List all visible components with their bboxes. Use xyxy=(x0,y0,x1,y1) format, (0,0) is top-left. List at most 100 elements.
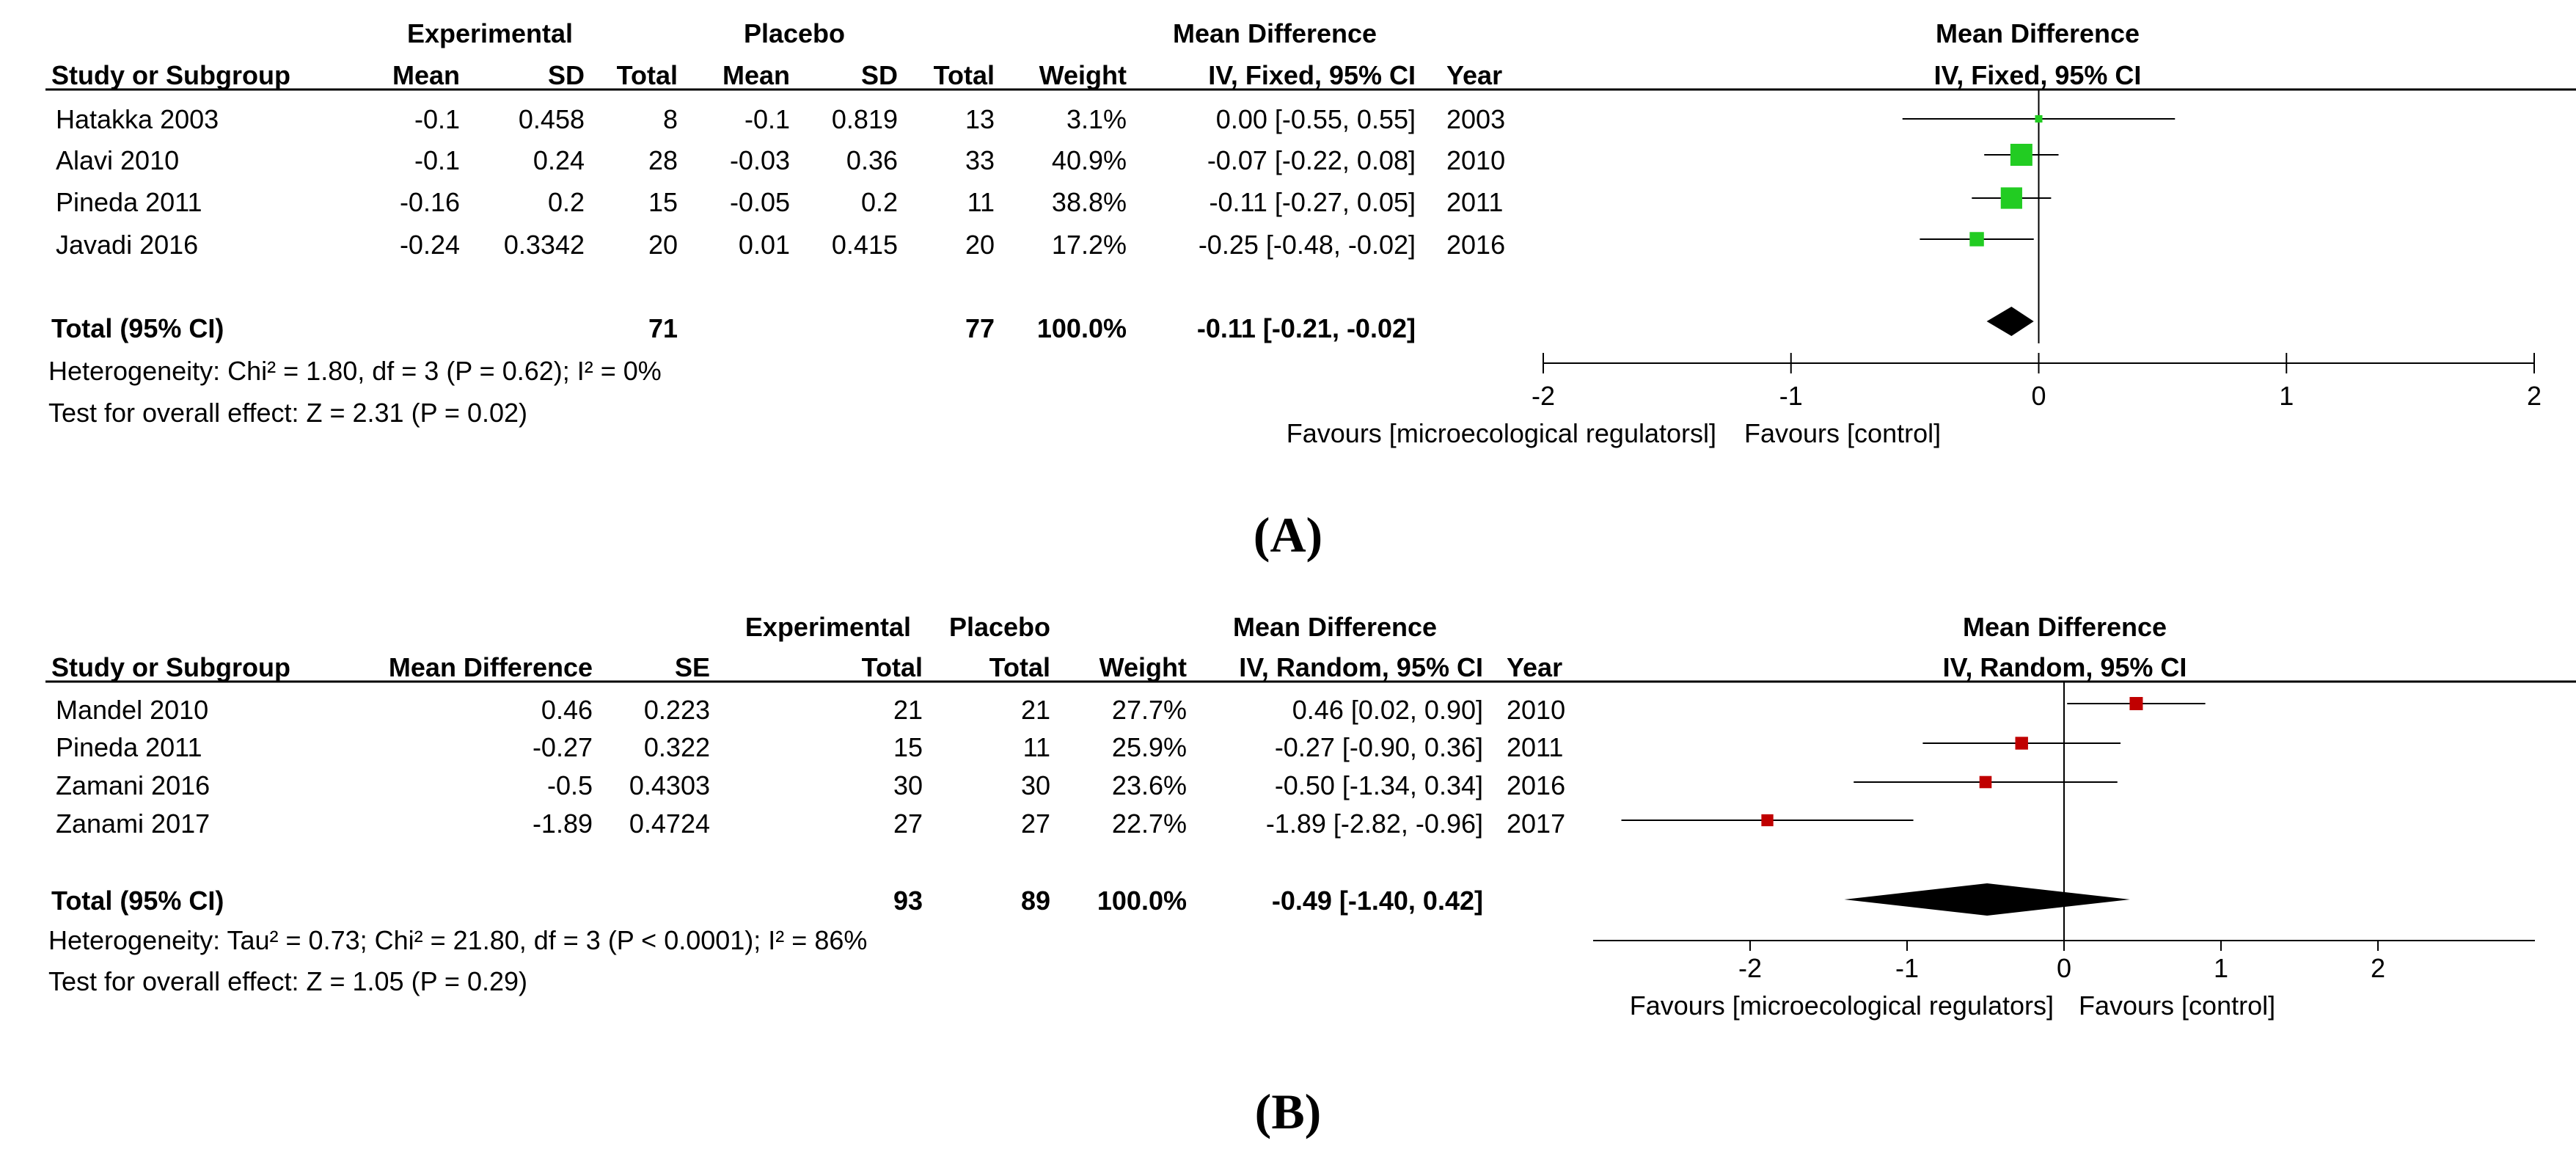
study-marker xyxy=(1902,115,2176,123)
weight: 27.7% xyxy=(1112,695,1187,725)
pla-mean: -0.03 xyxy=(730,145,790,175)
exp-total: 8 xyxy=(663,104,678,134)
plot-title: Mean Difference xyxy=(1936,18,2140,48)
plot-subtitle: IV, Random, 95% CI xyxy=(1943,652,2187,682)
col-exp-sd: SD xyxy=(548,60,585,90)
pla-total: 20 xyxy=(965,230,995,260)
study-name: Javadi 2016 xyxy=(56,230,198,260)
x-tick-label: 1 xyxy=(2279,381,2294,411)
effect-square xyxy=(2015,737,2028,750)
table-row: Pineda 2011 -0.27 0.322 15 11 25.9% -0.2… xyxy=(56,732,1563,762)
panel-a: Experimental Placebo Mean Difference Stu… xyxy=(45,18,2576,448)
ci: 0.00 [-0.55, 0.55] xyxy=(1216,104,1416,134)
study-marker xyxy=(1621,814,1914,827)
pla-total: 13 xyxy=(965,104,995,134)
panel-a-label: (A) xyxy=(1254,507,1322,563)
year: 2017 xyxy=(1507,809,1565,839)
table-row: Javadi 2016 -0.24 0.3342 20 0.01 0.415 2… xyxy=(56,230,1505,260)
col-pla-mean: Mean xyxy=(722,60,790,90)
study-marker xyxy=(1922,737,2121,750)
exp-total: 15 xyxy=(893,732,923,762)
ci: 0.46 [0.02, 0.90] xyxy=(1292,695,1483,725)
exp-sd: 0.458 xyxy=(519,104,585,134)
exp-total: 27 xyxy=(893,809,923,839)
pla-sd: 0.415 xyxy=(832,230,898,260)
total-pla: 89 xyxy=(1021,886,1050,916)
se: 0.223 xyxy=(644,695,710,725)
header-mean-difference: Mean Difference xyxy=(1173,18,1377,48)
ci: -0.25 [-0.48, -0.02] xyxy=(1199,230,1416,260)
col-study: Study or Subgroup xyxy=(51,60,290,90)
heterogeneity-text: Heterogeneity: Chi² = 1.80, df = 3 (P = … xyxy=(48,356,662,386)
header-placebo: Placebo xyxy=(949,612,1050,642)
exp-mean: -0.24 xyxy=(400,230,460,260)
total-row: Total (95% CI) 71 77 100.0% -0.11 [-0.21… xyxy=(51,313,1416,343)
year: 2011 xyxy=(1507,732,1563,762)
ci: -0.27 [-0.90, 0.36] xyxy=(1275,732,1483,762)
year: 2016 xyxy=(1446,230,1505,260)
col-study: Study or Subgroup xyxy=(51,652,290,682)
plot-title: Mean Difference xyxy=(1963,612,2167,642)
year: 2010 xyxy=(1446,145,1505,175)
study-marker xyxy=(1972,187,2052,209)
col-md: Mean Difference xyxy=(389,652,593,682)
total-weight: 100.0% xyxy=(1097,886,1187,916)
panel-b: Experimental Placebo Mean Difference Stu… xyxy=(45,612,2576,1021)
panel-b-label: (B) xyxy=(1255,1084,1322,1139)
x-tick-label: 1 xyxy=(2214,953,2228,983)
favours-left: Favours [microecological regulatorsl] xyxy=(1287,418,1716,448)
weight: 38.8% xyxy=(1052,187,1127,217)
table-row: Zamani 2016 -0.5 0.4303 30 30 23.6% -0.5… xyxy=(56,770,1565,800)
pla-sd: 0.819 xyxy=(832,104,898,134)
weight: 25.9% xyxy=(1112,732,1187,762)
effect-square xyxy=(2000,187,2022,209)
exp-total: 20 xyxy=(648,230,678,260)
study-name: Zanami 2017 xyxy=(56,809,210,839)
col-year: Year xyxy=(1507,652,1562,682)
year: 2016 xyxy=(1507,770,1565,800)
header-placebo: Placebo xyxy=(744,18,845,48)
mean-difference: -0.5 xyxy=(547,770,593,800)
table-row: Pineda 2011 -0.16 0.2 15 -0.05 0.2 11 38… xyxy=(56,187,1503,217)
study-name: Mandel 2010 xyxy=(56,695,208,725)
total-pla: 77 xyxy=(965,313,995,343)
col-year: Year xyxy=(1446,60,1502,90)
weight: 22.7% xyxy=(1112,809,1187,839)
pla-mean: -0.05 xyxy=(730,187,790,217)
plot-subtitle: IV, Fixed, 95% CI xyxy=(1934,60,2142,90)
exp-total: 30 xyxy=(893,770,923,800)
col-pla-total: Total xyxy=(934,60,995,90)
exp-mean: -0.1 xyxy=(414,145,460,175)
se: 0.4724 xyxy=(629,809,710,839)
mean-difference: -1.89 xyxy=(533,809,593,839)
effect-square xyxy=(1979,775,1992,789)
forest-plot-a: -2 -1 0 1 2 xyxy=(1532,90,2542,411)
study-marker xyxy=(2067,697,2206,710)
weight: 17.2% xyxy=(1052,230,1127,260)
year: 2010 xyxy=(1507,695,1565,725)
header-mean-difference: Mean Difference xyxy=(1233,612,1437,642)
heterogeneity-text: Heterogeneity: Tau² = 0.73; Chi² = 21.80… xyxy=(48,925,867,955)
header-experimental: Experimental xyxy=(745,612,911,642)
col-exp-total: Total xyxy=(862,652,923,682)
pla-total: 11 xyxy=(1023,732,1050,762)
table-row: Mandel 2010 0.46 0.223 21 21 27.7% 0.46 … xyxy=(56,695,1565,725)
total-label: Total (95% CI) xyxy=(51,886,224,916)
total-row: Total (95% CI) 93 89 100.0% -0.49 [-1.40… xyxy=(51,886,1483,916)
ci: -1.89 [-2.82, -0.96] xyxy=(1266,809,1483,839)
pla-mean: -0.1 xyxy=(744,104,790,134)
pla-total: 33 xyxy=(965,145,995,175)
pla-total: 11 xyxy=(967,187,995,217)
pla-total: 21 xyxy=(1021,695,1050,725)
col-pla-sd: SD xyxy=(861,60,898,90)
study-name: Zamani 2016 xyxy=(56,770,210,800)
pooled-diamond xyxy=(1986,307,2034,336)
x-tick-label: 0 xyxy=(2057,953,2071,983)
x-tick-label: -1 xyxy=(1895,953,1919,983)
study-name: Hatakka 2003 xyxy=(56,104,219,134)
exp-mean: -0.1 xyxy=(414,104,460,134)
total-weight: 100.0% xyxy=(1037,313,1127,343)
study-marker xyxy=(1920,232,2034,247)
effect-square xyxy=(2035,115,2043,123)
col-weight: Weight xyxy=(1099,652,1187,682)
